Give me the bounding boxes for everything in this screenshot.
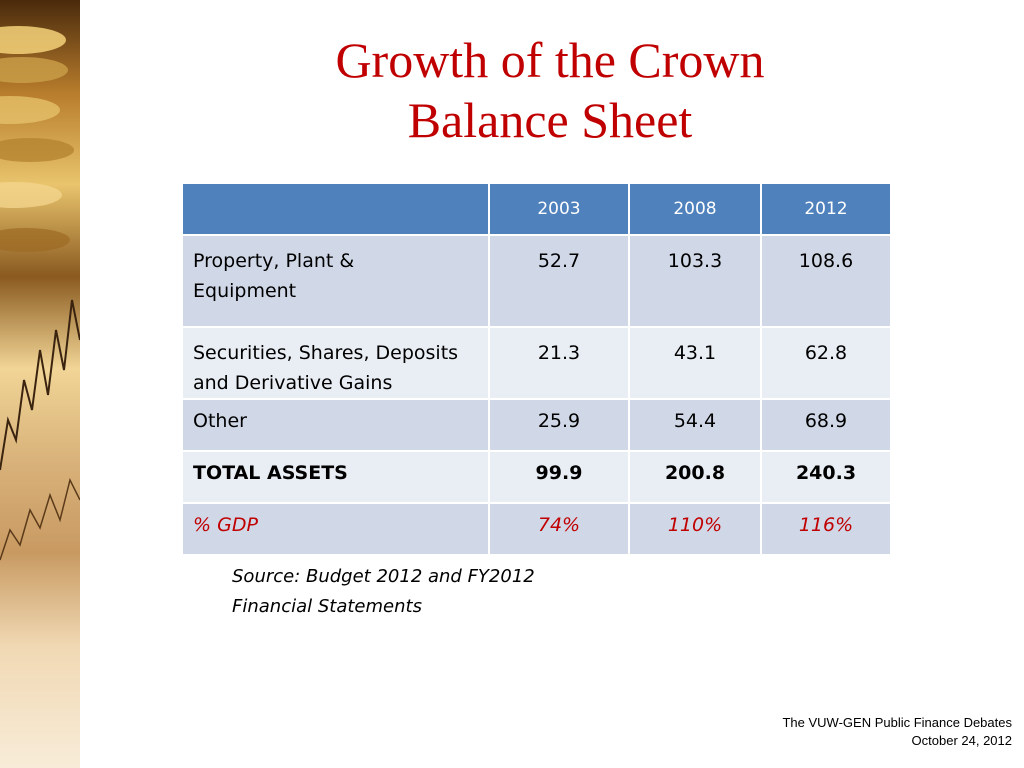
row-label-line-2: Equipment bbox=[193, 280, 297, 302]
value-cell: 54.4 bbox=[628, 398, 762, 452]
source-note: Source: Budget 2012 and FY2012 Financial… bbox=[232, 562, 632, 622]
value-cell: 62.8 bbox=[760, 326, 892, 400]
header-cell-label bbox=[181, 182, 490, 236]
footer-line-2: October 24, 2012 bbox=[911, 733, 1012, 748]
table-row: Property, Plant & Equipment 52.7 103.3 1… bbox=[181, 234, 892, 328]
row-label: Other bbox=[181, 398, 490, 452]
value-cell: 21.3 bbox=[488, 326, 630, 400]
source-line-2: Financial Statements bbox=[232, 596, 422, 617]
title-line-1: Growth of the Crown bbox=[335, 32, 765, 88]
total-assets-row: TOTAL ASSETS 99.9 200.8 240.3 bbox=[181, 450, 892, 504]
value-cell: 116% bbox=[760, 502, 892, 556]
row-label: Securities, Shares, Deposits and Derivat… bbox=[181, 326, 490, 400]
balance-sheet-table: 2003 2008 2012 Property, Plant & Equipme… bbox=[181, 182, 892, 556]
value-cell: 110% bbox=[628, 502, 762, 556]
value-cell: 240.3 bbox=[760, 450, 892, 504]
row-label: Property, Plant & Equipment bbox=[181, 234, 490, 328]
header-cell-2003: 2003 bbox=[488, 182, 630, 236]
footer: The VUW-GEN Public Finance Debates Octob… bbox=[782, 714, 1012, 750]
value-cell: 43.1 bbox=[628, 326, 762, 400]
value-cell: 99.9 bbox=[488, 450, 630, 504]
row-label: % GDP bbox=[181, 502, 490, 556]
footer-line-1: The VUW-GEN Public Finance Debates bbox=[782, 715, 1012, 730]
row-label-line-1: Property, Plant & bbox=[193, 250, 355, 272]
table-row: Securities, Shares, Deposits and Derivat… bbox=[181, 326, 892, 400]
table-header-row: 2003 2008 2012 bbox=[181, 182, 892, 236]
header-cell-2012: 2012 bbox=[760, 182, 892, 236]
row-label-line-2: and Derivative Gains bbox=[193, 372, 393, 394]
value-cell: 74% bbox=[488, 502, 630, 556]
table-row: Other 25.9 54.4 68.9 bbox=[181, 398, 892, 452]
value-cell: 108.6 bbox=[760, 234, 892, 328]
value-cell: 68.9 bbox=[760, 398, 892, 452]
gdp-row: % GDP 74% 110% 116% bbox=[181, 502, 892, 556]
value-cell: 200.8 bbox=[628, 450, 762, 504]
row-label-line-1: Securities, Shares, Deposits bbox=[193, 342, 459, 364]
source-line-1: Source: Budget 2012 and FY2012 bbox=[232, 566, 535, 587]
value-cell: 103.3 bbox=[628, 234, 762, 328]
value-cell: 25.9 bbox=[488, 398, 630, 452]
header-cell-2008: 2008 bbox=[628, 182, 762, 236]
value-cell: 52.7 bbox=[488, 234, 630, 328]
title-line-2: Balance Sheet bbox=[407, 92, 693, 148]
coins-chart-image bbox=[0, 0, 80, 768]
row-label: TOTAL ASSETS bbox=[181, 450, 490, 504]
slide-title: Growth of the Crown Balance Sheet bbox=[150, 30, 950, 150]
